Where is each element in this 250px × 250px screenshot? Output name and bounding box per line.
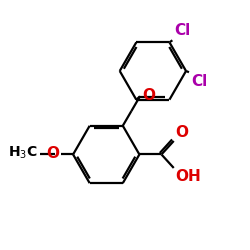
Text: H$_3$C: H$_3$C [8,145,38,162]
Text: OH: OH [175,169,201,184]
Text: O: O [142,88,155,103]
Text: O: O [175,125,188,140]
Text: Cl: Cl [191,74,207,89]
Text: Cl: Cl [174,23,190,38]
Text: O: O [46,146,59,161]
